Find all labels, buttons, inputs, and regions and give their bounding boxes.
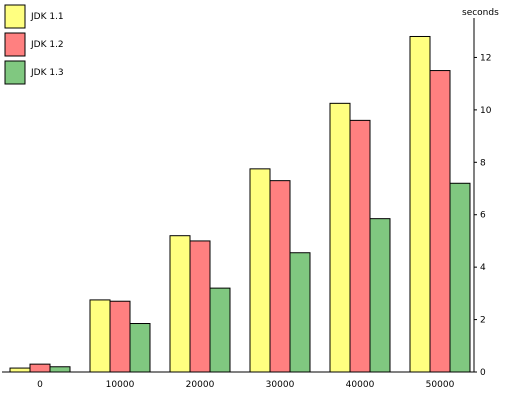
y-tick-label: 2 [480, 316, 486, 326]
bar-jdk-1-2-10000 [109, 300, 131, 373]
y-tick-labels: 0 2 4 6 8 10 12 [474, 53, 492, 378]
legend-swatch-jdk-1-3 [4, 60, 26, 85]
bar-jdk-1-3-30000 [289, 252, 311, 373]
y-tick-label: 8 [480, 158, 486, 168]
y-tick-label: 4 [480, 263, 486, 273]
bar-jdk-1-3-0 [49, 366, 71, 373]
bar-jdk-1-2-40000 [349, 119, 371, 373]
legend-label: JDK 1.3 [30, 68, 64, 78]
bar-jdk-1-3-20000 [209, 287, 231, 373]
y-tick-label: 0 [480, 368, 486, 378]
legend-label: JDK 1.1 [30, 12, 64, 22]
legend: JDK 1.1 JDK 1.2 JDK 1.3 [4, 4, 64, 85]
bar-jdk-1-2-50000 [429, 70, 451, 373]
x-tick-label: 50000 [426, 380, 455, 390]
bar-jdk-1-1-40000 [329, 102, 351, 373]
bar-jdk-1-1-20000 [169, 235, 191, 373]
legend-label: JDK 1.2 [30, 40, 64, 50]
y-tick-label: 6 [480, 211, 486, 221]
legend-swatch-jdk-1-1 [4, 4, 26, 29]
x-tick-labels: 0 10000 20000 30000 40000 50000 [37, 380, 454, 390]
bars-group [9, 35, 471, 373]
x-tick-label: 30000 [266, 380, 295, 390]
bar-jdk-1-1-0 [9, 367, 31, 373]
bar-jdk-1-2-30000 [269, 180, 291, 373]
x-tick-label: 40000 [346, 380, 375, 390]
bar-jdk-1-1-10000 [89, 299, 111, 373]
legend-swatch-jdk-1-2 [4, 32, 26, 57]
bar-jdk-1-3-50000 [449, 182, 471, 373]
x-tick-label: 20000 [186, 380, 215, 390]
bar-jdk-1-1-30000 [249, 168, 271, 373]
x-tick-label: 10000 [106, 380, 135, 390]
y-tick-label: 12 [480, 53, 491, 63]
bar-jdk-1-2-0 [29, 363, 51, 373]
x-tick-label: 0 [37, 380, 43, 390]
y-tick-label: 10 [480, 106, 492, 116]
bar-jdk-1-3-40000 [369, 218, 391, 373]
bar-jdk-1-2-20000 [189, 240, 211, 373]
bar-jdk-1-3-10000 [129, 323, 151, 373]
y-axis-label: seconds [462, 8, 499, 18]
bar-jdk-1-1-50000 [409, 35, 431, 373]
